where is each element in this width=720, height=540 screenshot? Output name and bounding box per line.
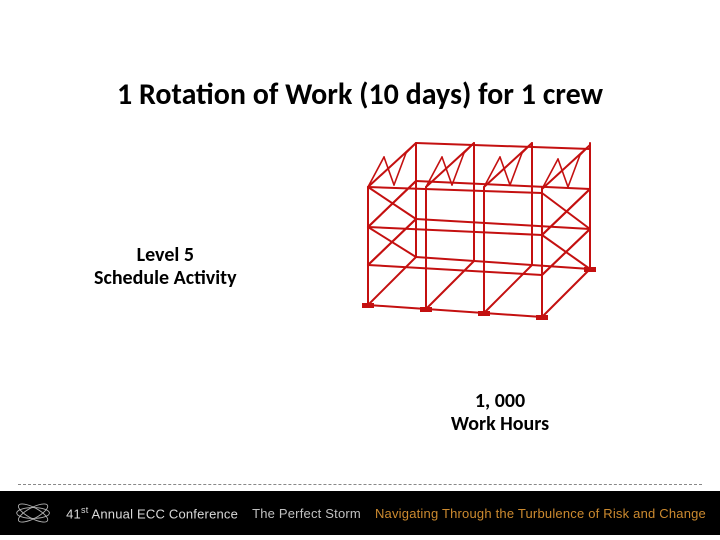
footer-tagline-text: Navigating Through the Turbulence of Ris… [375,506,706,521]
label-line: 1, 000 [400,390,600,413]
footer-theme-text: The Perfect Storm [252,506,361,521]
schedule-activity-label: Level 5 Schedule Activity [94,244,237,290]
footer-conference-text: 41st Annual ECC Conference [66,505,238,521]
footer-conference-name: Annual ECC Conference [88,506,238,521]
slide-title: 1 Rotation of Work (10 days) for 1 crew [0,76,720,113]
label-line: Schedule Activity [94,267,237,290]
label-line: Work Hours [400,413,600,436]
slide: 1 Rotation of Work (10 days) for 1 crew … [0,0,720,540]
structural-steel-diagram [338,135,618,325]
footer-number: 41 [66,506,81,521]
conference-logo-icon [14,501,52,525]
footer-divider [18,484,702,485]
footer-bar: 41st Annual ECC Conference The Perfect S… [0,491,720,535]
label-line: Level 5 [94,244,237,267]
slide-footer: 41st Annual ECC Conference The Perfect S… [0,484,720,540]
work-hours-label: 1, 000 Work Hours [400,390,600,436]
